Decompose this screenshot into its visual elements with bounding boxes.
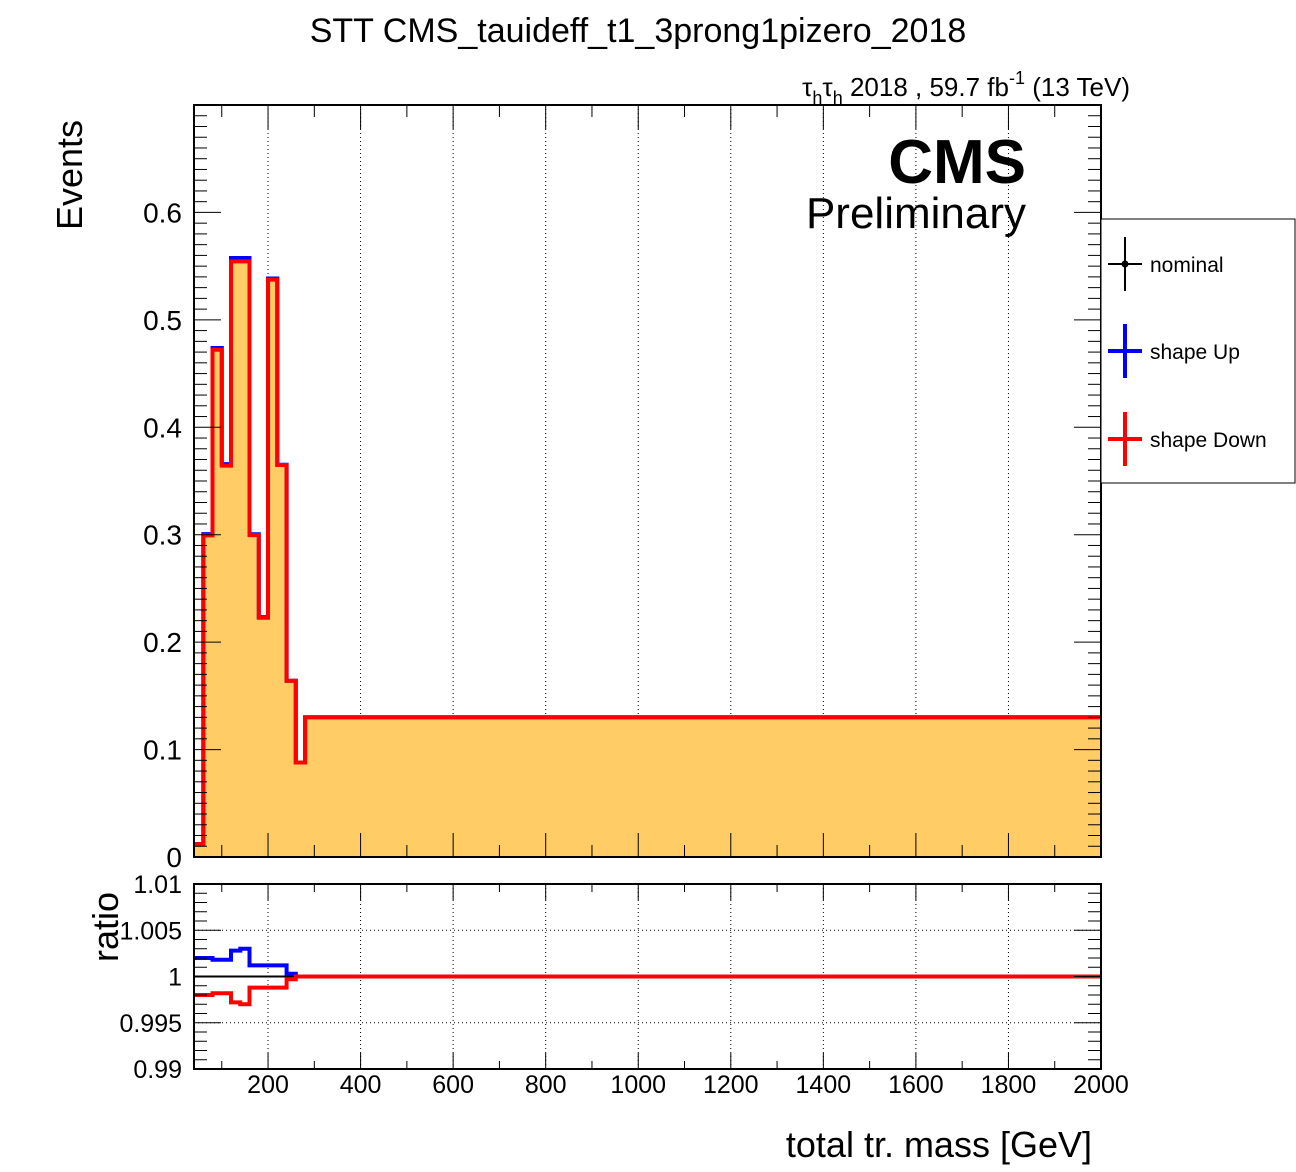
lumi-label: τhτh 2018 , 59.7 fb-1 (13 TeV) bbox=[802, 68, 1130, 108]
y-tick-label-top: 0.5 bbox=[143, 305, 182, 336]
y-tick-label-ratio: 1.005 bbox=[119, 917, 182, 945]
y-tick-label-ratio: 0.995 bbox=[119, 1010, 182, 1038]
x-tick-label: 2000 bbox=[1073, 1071, 1129, 1099]
y-tick-label-top: 0.4 bbox=[143, 412, 182, 443]
histogram-nominal-fill bbox=[194, 259, 1101, 857]
x-tick-label: 200 bbox=[247, 1071, 289, 1099]
y-axis-title-ratio: ratio bbox=[85, 892, 126, 962]
legend-entry-shape-up: shape Up bbox=[1108, 324, 1240, 378]
y-tick-label-ratio: 0.99 bbox=[133, 1056, 182, 1084]
chart-title: STT CMS_tauideff_t1_3prong1pizero_2018 bbox=[310, 12, 967, 50]
axis-ticks bbox=[194, 105, 1102, 1070]
legend-entry-shape-down: shape Down bbox=[1108, 412, 1267, 466]
y-tick-label-top: 0.6 bbox=[143, 197, 182, 228]
x-tick-label: 400 bbox=[340, 1071, 382, 1099]
x-tick-label: 600 bbox=[432, 1071, 474, 1099]
cms-label: CMS bbox=[888, 128, 1026, 197]
y-tick-label-ratio: 1 bbox=[168, 964, 182, 992]
y-tick-label-top: 0 bbox=[166, 842, 182, 873]
y-tick-label-top: 0.3 bbox=[143, 520, 182, 551]
legend-label-shape-down: shape Down bbox=[1150, 429, 1267, 452]
axis-tick-labels: 200 400 600 800 1000 1200 1400 1600 1800 2000 0 0.1… bbox=[119, 197, 1128, 1099]
x-tick-label: 1600 bbox=[888, 1071, 944, 1099]
legend-entry-nominal: nominal bbox=[1108, 237, 1224, 291]
ratio-shape-down bbox=[194, 974, 1101, 1007]
y-tick-label-ratio: 1.01 bbox=[133, 871, 182, 899]
x-tick-label: 1800 bbox=[981, 1071, 1037, 1099]
y-axis-title-top: Events bbox=[49, 120, 90, 230]
x-tick-label: 800 bbox=[525, 1071, 567, 1099]
x-axis-title: total tr. mass [GeV] bbox=[786, 1124, 1092, 1165]
histogram-shape-down bbox=[194, 259, 1101, 847]
y-tick-label-top: 0.1 bbox=[143, 735, 182, 766]
ratio-histograms bbox=[194, 946, 1101, 1007]
preliminary-label: Preliminary bbox=[806, 189, 1026, 238]
top-histograms bbox=[194, 256, 1101, 857]
legend-label-shape-up: shape Up bbox=[1150, 341, 1240, 364]
legend: nominal shape Up shape Down bbox=[1100, 218, 1296, 484]
x-tick-label: 1000 bbox=[610, 1071, 666, 1099]
x-tick-label: 1400 bbox=[796, 1071, 852, 1099]
y-tick-label-top: 0.2 bbox=[143, 627, 182, 658]
ratio-shape-up bbox=[194, 946, 1101, 979]
x-tick-label: 1200 bbox=[703, 1071, 759, 1099]
legend-label-nominal: nominal bbox=[1150, 254, 1224, 277]
